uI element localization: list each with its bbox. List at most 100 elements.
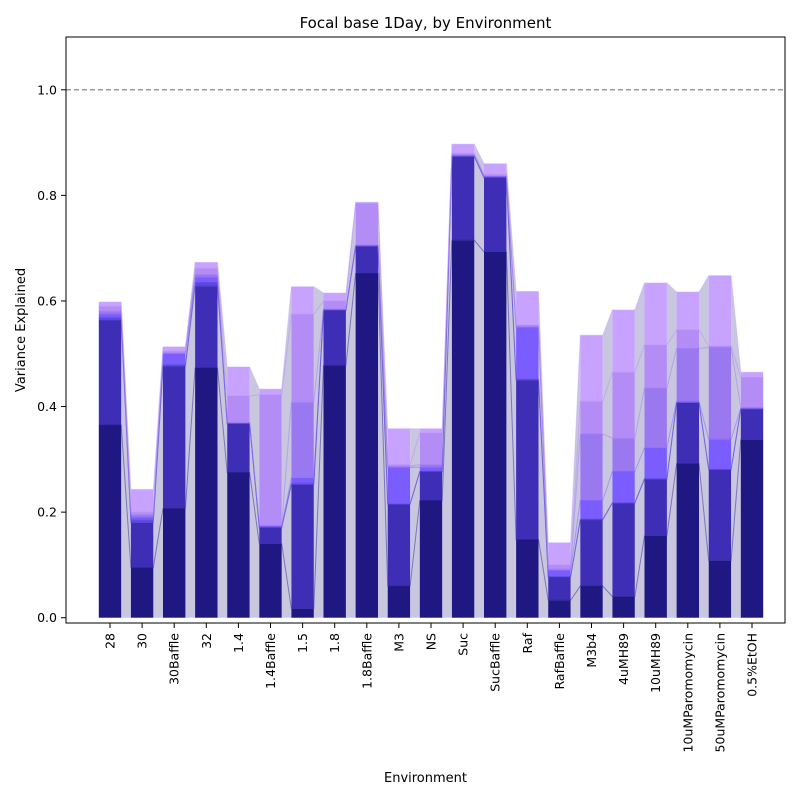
- gap-fill-3: [217, 262, 228, 618]
- layer-line-6: [98, 152, 764, 566]
- bar-1.4Baffle-layer-6: [259, 394, 282, 526]
- bar-10uMParomomycin-layer-2: [676, 402, 699, 464]
- x-tick-label: 50uMParomomycin: [712, 633, 727, 752]
- x-tick-label: M3b4: [584, 633, 599, 668]
- bar-1.4Baffle-layer-3: [259, 526, 282, 528]
- bar-10uMParomomycin-layer-1: [676, 463, 699, 618]
- bar-1.8-layer-4: [323, 309, 346, 310]
- x-tick-label: 28: [103, 633, 118, 649]
- bar-32-layer-6: [195, 268, 218, 275]
- bar-32-layer-1: [195, 368, 218, 618]
- bar-M3-layer-2: [387, 504, 411, 587]
- bar-4uMH89-layer-2: [612, 503, 635, 597]
- x-axis-label: Environment: [384, 771, 467, 786]
- bar-Raf-layer-4: [516, 327, 539, 380]
- bar-M3-layer-3: [387, 503, 411, 505]
- y-tick-label: 0.4: [37, 399, 57, 414]
- bar-1.4Baffle-layer-1: [259, 543, 282, 618]
- bar-1.8Baffle-layer-3: [355, 246, 378, 247]
- bar-NS-layer-5: [419, 464, 443, 468]
- bar-10uMParomomycin-layer-7: [676, 291, 699, 330]
- bar-M3-layer-5: [387, 466, 411, 468]
- bar-32-layer-2: [195, 286, 218, 369]
- bar-28-layer-4: [98, 314, 122, 318]
- bar-Suc-layer-3: [451, 155, 475, 157]
- bar-28-layer-3: [98, 317, 122, 321]
- bar-1.4-layer-5: [227, 422, 250, 423]
- bar-M3b4-layer-2: [580, 520, 603, 587]
- bar-M3b4-layer-7: [580, 335, 603, 402]
- bar-1.8Baffle-layer-5: [355, 245, 378, 246]
- bar-1.5-layer-4: [291, 477, 314, 484]
- bar-28-layer-5: [98, 311, 122, 315]
- x-tick-label: NS: [424, 633, 439, 650]
- bar-50uMParomomycin-layer-1: [708, 560, 732, 618]
- layer-line-2: [98, 156, 764, 578]
- gap-fill-10: [442, 144, 452, 618]
- bar-1.4Baffle-layer-7: [259, 389, 282, 395]
- bar-1.8-layer-5: [323, 308, 346, 310]
- bar-30-layer-5: [130, 514, 154, 518]
- bar-RafBaffle-layer-7: [548, 542, 571, 565]
- bar-0.5%EtOH-layer-4: [740, 408, 764, 409]
- bar-1.4Baffle-layer-4: [259, 525, 282, 527]
- bar-Suc-layer-2: [451, 156, 475, 241]
- bar-0.5%EtOH-layer-6: [740, 377, 764, 408]
- gap-fill-12: [506, 163, 517, 618]
- bar-M3b4-layer-1: [580, 586, 603, 618]
- bar-1.8Baffle-layer-1: [355, 273, 378, 618]
- bar-10uMH89-layer-6: [644, 344, 667, 389]
- bar-30Baffle-layer-4: [163, 353, 186, 365]
- y-tick-label: 0.6: [37, 293, 57, 308]
- bar-10uMParomomycin-layer-3: [676, 402, 699, 403]
- bar-4uMH89-layer-6: [612, 372, 635, 439]
- y-tick-label: 1.0: [37, 82, 57, 97]
- bar-NS-layer-6: [419, 432, 443, 465]
- bar-Raf-layer-3: [516, 379, 539, 381]
- gap-fill-17: [666, 283, 677, 618]
- bar-30Baffle-layer-2: [163, 366, 186, 509]
- gap-fill-1: [153, 346, 163, 618]
- layer-line-3: [98, 155, 764, 578]
- x-tick-label: Raf: [520, 632, 535, 653]
- x-tick-label: 1.8: [327, 633, 342, 653]
- bar-0.5%EtOH-layer-5: [740, 407, 764, 409]
- y-tick-label: 0.8: [37, 188, 57, 203]
- layer-line-1: [98, 239, 764, 610]
- y-tick-label: 0.0: [37, 610, 57, 625]
- bar-1.8-layer-3: [323, 309, 346, 311]
- x-axis: 28 30 30Baffle 32 1.4 1.4Baffle 1.5 1.8 1.8Baffl…: [103, 623, 760, 752]
- bar-10uMParomomycin-layer-6: [676, 330, 699, 349]
- bar-1.5-layer-3: [291, 483, 314, 485]
- bar-1.4-layer-4: [227, 422, 250, 424]
- bar-10uMH89-layer-1: [644, 535, 667, 618]
- bar-1.4Baffle-layer-5: [259, 525, 282, 526]
- bar-50uMParomomycin-layer-6: [708, 345, 732, 348]
- gap-fill-6: [313, 286, 324, 618]
- x-tick-label: 32: [199, 633, 214, 649]
- bar-SucBaffle-layer-3: [484, 176, 507, 178]
- x-tick-label: 1.5: [295, 633, 310, 653]
- gap-fill-5: [281, 286, 292, 618]
- bar-1.4-layer-2: [227, 423, 250, 473]
- bar-1.4Baffle-layer-2: [259, 527, 282, 544]
- bar-M3-layer-4: [387, 467, 411, 504]
- y-axis-label: Variance Explained: [14, 268, 29, 392]
- x-tick-label: 1.4: [231, 633, 246, 653]
- bar-1.8Baffle-layer-7: [355, 202, 378, 204]
- bar-32-layer-4: [195, 277, 218, 283]
- bar-10uMParomomycin-layer-5: [676, 348, 699, 402]
- bar-RafBaffle-layer-4: [548, 570, 571, 577]
- bar-NS-layer-7: [419, 428, 443, 433]
- bar-1.4-layer-7: [227, 366, 250, 396]
- bar-10uMParomomycin-layer-4: [676, 401, 699, 403]
- bar-1.8Baffle-layer-4: [355, 245, 378, 247]
- bar-30-layer-2: [130, 522, 154, 568]
- bar-4uMH89-layer-1: [612, 596, 635, 618]
- bar-NS-layer-2: [419, 472, 443, 501]
- layer-line-7: [98, 143, 764, 544]
- gap-fill-18: [699, 275, 709, 618]
- x-tick-label: RafBaffle: [552, 633, 567, 690]
- bar-1.4-layer-6: [227, 395, 250, 423]
- bar-Raf-layer-6: [516, 324, 539, 327]
